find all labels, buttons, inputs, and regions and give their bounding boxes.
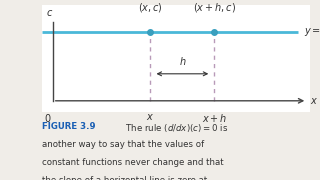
Text: $c$: $c$	[46, 8, 53, 18]
Text: $y = c$: $y = c$	[304, 26, 320, 38]
Text: $(x + h, c)$: $(x + h, c)$	[193, 1, 236, 14]
Text: FIGURE 3.9: FIGURE 3.9	[42, 122, 95, 131]
Text: $h$: $h$	[179, 55, 186, 67]
Text: the slope of a horizontal line is zero at: the slope of a horizontal line is zero a…	[42, 176, 207, 180]
Text: another way to say that the values of: another way to say that the values of	[42, 140, 204, 149]
Text: The rule $(d/dx)(c) = 0$ is: The rule $(d/dx)(c) = 0$ is	[120, 122, 228, 134]
Text: $x + h$: $x + h$	[202, 112, 227, 124]
Bar	[42, 5, 310, 112]
Text: $x$: $x$	[146, 112, 155, 122]
Text: $0$: $0$	[44, 112, 52, 124]
Text: $x$: $x$	[310, 96, 318, 106]
Text: $(x, c)$: $(x, c)$	[138, 1, 163, 14]
Text: constant functions never change and that: constant functions never change and that	[42, 158, 223, 167]
